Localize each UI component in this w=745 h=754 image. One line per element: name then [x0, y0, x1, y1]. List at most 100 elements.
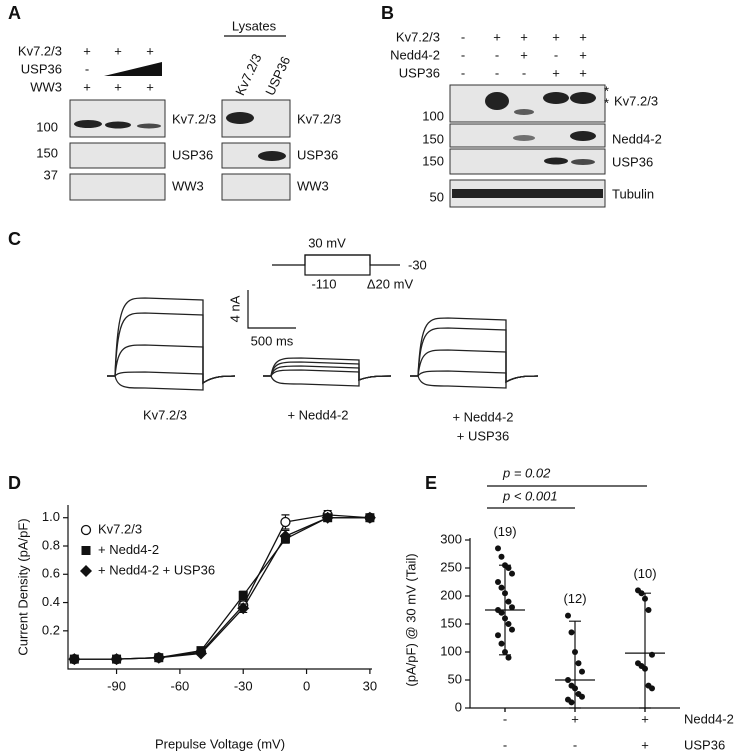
blot-label: Nedd4-2 [612, 131, 662, 146]
blot-label: USP36 [612, 154, 653, 169]
protocol-label: Δ20 mV [367, 276, 414, 291]
y-tick-label: 0 [455, 699, 462, 714]
blot-label: Kv7.2/3 [614, 93, 658, 108]
y-axis-label: (pA/pF) @ 30 mV (Tail) [403, 553, 418, 686]
band [226, 112, 254, 124]
blot-label: USP36 [297, 147, 338, 162]
point [68, 653, 81, 666]
sign: + [552, 65, 560, 80]
sign: - [461, 65, 465, 80]
n-label: (10) [633, 566, 656, 581]
band [571, 159, 595, 165]
legend-marker [80, 524, 92, 536]
sign: - [495, 47, 499, 62]
x-tick-label: -90 [107, 678, 126, 693]
trace [107, 297, 236, 385]
axes [67, 505, 372, 670]
blot-label: WW3 [297, 178, 329, 193]
sign: + [520, 47, 528, 62]
trace [263, 375, 392, 387]
condition-sign: - [503, 711, 507, 726]
legend-marker [81, 546, 91, 555]
sign: + [114, 43, 122, 58]
band [452, 189, 603, 198]
condition-label: Kv7.2/3 [143, 407, 187, 422]
row-label: Kv7.2/3 [396, 29, 440, 44]
band [258, 151, 286, 161]
n-label: (12) [563, 591, 586, 606]
y-tick-label: 0.8 [42, 537, 60, 552]
y-tick-label: 50 [448, 671, 462, 686]
point [495, 545, 501, 552]
point [645, 607, 652, 613]
x-axis-label: Prepulse Voltage (mV) [155, 736, 285, 751]
p-value: p = 0.02 [502, 465, 551, 480]
trace [107, 375, 236, 391]
y-tick-label: 250 [440, 559, 462, 574]
asterisk: * [604, 95, 609, 110]
point [505, 565, 512, 571]
band [485, 92, 509, 110]
protocol-box [304, 254, 371, 276]
band [513, 135, 535, 141]
y-tick-label: 0.2 [42, 622, 60, 637]
condition-label: + Nedd4-2 [452, 409, 513, 424]
row-label: Nedd4-2 [390, 47, 440, 62]
y-tick-label: 1.0 [42, 509, 60, 524]
point [279, 530, 292, 543]
trace [263, 365, 392, 381]
mw-marker: 150 [422, 131, 444, 146]
n-label: (19) [493, 524, 516, 539]
blot [69, 99, 166, 138]
band [544, 157, 568, 165]
fit-line [74, 517, 370, 660]
sign: - [495, 65, 499, 80]
legend-marker [80, 565, 92, 577]
point [579, 693, 585, 700]
protocol-label: -110 [311, 276, 336, 291]
sign: - [522, 65, 526, 80]
x-tick-label: -30 [234, 678, 253, 693]
point [321, 511, 334, 524]
y-tick-label: 0.4 [42, 594, 60, 609]
x-tick-label: -60 [170, 678, 189, 693]
sign: - [461, 29, 465, 44]
row-label: USP36 [21, 61, 62, 76]
lysates-title: Lysates [232, 18, 277, 33]
protocol-label: 30 mV [308, 235, 346, 250]
condition-label: + Nedd4-2 [287, 407, 348, 422]
p-value: p < 0.001 [502, 488, 558, 503]
point [195, 647, 207, 660]
scale-bar [247, 290, 296, 329]
charts: D Current Density (pA/pF) Prepulse Voltage… [8, 465, 734, 752]
sign: - [85, 61, 89, 76]
sign: + [83, 43, 91, 58]
sign: + [493, 29, 501, 44]
blot [221, 173, 291, 201]
blot-label: Tubulin [612, 186, 654, 201]
blot-label: WW3 [172, 178, 204, 193]
sign: + [146, 79, 154, 94]
point [505, 598, 512, 605]
sign: + [114, 79, 122, 94]
point [498, 609, 505, 616]
mw-marker: 50 [430, 189, 444, 204]
point [495, 632, 501, 639]
asterisk: * [604, 83, 609, 98]
x-tick-label: 0 [303, 678, 310, 693]
blot [221, 99, 291, 138]
mw-marker: 37 [44, 167, 58, 182]
point [509, 604, 515, 611]
band [543, 92, 569, 104]
row-label: Kv7.2/3 [18, 43, 62, 58]
sign: - [461, 47, 465, 62]
point [237, 602, 250, 615]
blot [69, 142, 166, 169]
sign: + [520, 29, 528, 44]
fit-line [74, 514, 370, 660]
point [505, 654, 512, 661]
sign: + [579, 47, 587, 62]
band [74, 120, 102, 128]
point [565, 612, 571, 619]
